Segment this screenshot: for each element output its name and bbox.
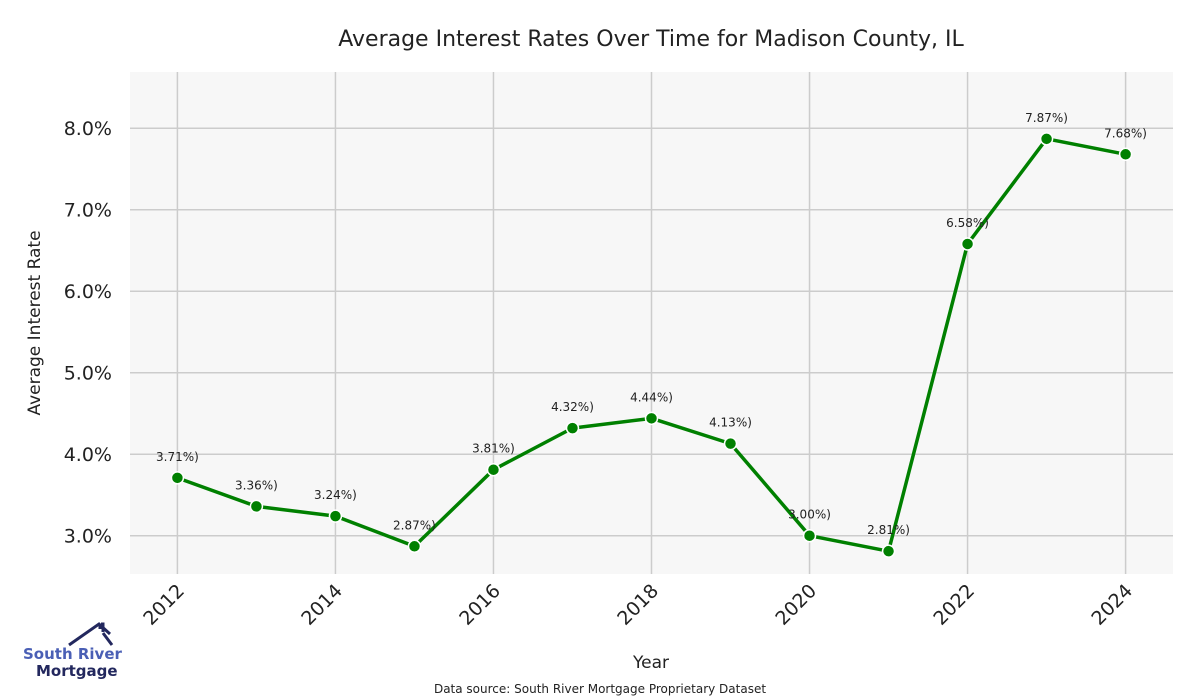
data-label: 6.58%) bbox=[946, 216, 989, 230]
data-label: 3.71%) bbox=[156, 450, 199, 464]
data-point bbox=[881, 544, 896, 558]
x-tick-label: 2016 bbox=[455, 580, 505, 630]
data-point bbox=[565, 421, 580, 435]
data-label: 4.13%) bbox=[709, 416, 752, 430]
house-icon bbox=[68, 622, 114, 647]
data-label: 7.87%) bbox=[1025, 111, 1068, 125]
data-label: 3.81%) bbox=[472, 442, 515, 456]
data-point bbox=[960, 237, 975, 251]
data-label: 7.68%) bbox=[1104, 126, 1147, 140]
data-point bbox=[249, 499, 264, 514]
data-label: 3.36%) bbox=[235, 478, 278, 492]
x-tick-label: 2020 bbox=[771, 580, 821, 630]
x-tick-label: 2018 bbox=[613, 580, 663, 630]
y-tick-label: 8.0% bbox=[64, 118, 112, 140]
data-point bbox=[802, 528, 817, 543]
x-tick-label: 2024 bbox=[1087, 580, 1137, 630]
chart-title: Average Interest Rates Over Time for Mad… bbox=[338, 27, 964, 52]
x-tick-label: 2014 bbox=[297, 580, 347, 630]
data-source: Data source: South River Mortgage Propri… bbox=[434, 682, 766, 696]
data-label: 2.81%) bbox=[867, 523, 910, 537]
logo-line2: Mortgage bbox=[36, 662, 118, 680]
y-axis-label: Average Interest Rate bbox=[25, 230, 45, 415]
y-tick-label: 3.0% bbox=[64, 526, 112, 548]
y-tick-label: 4.0% bbox=[64, 444, 112, 466]
data-label: 4.44%) bbox=[630, 390, 673, 404]
data-point bbox=[1039, 132, 1054, 146]
y-tick-label: 7.0% bbox=[64, 200, 112, 222]
x-tick-label: 2022 bbox=[929, 580, 979, 630]
company-logo: South River Mortgage bbox=[23, 622, 123, 680]
data-label: 4.32%) bbox=[551, 400, 594, 414]
y-tick-label: 6.0% bbox=[64, 281, 112, 303]
data-label: 3.00%) bbox=[788, 508, 831, 522]
data-point bbox=[644, 411, 659, 426]
y-tick-label: 5.0% bbox=[64, 363, 112, 385]
logo-line1: South River bbox=[23, 645, 123, 663]
x-axis-label: Year bbox=[632, 653, 669, 673]
data-label: 2.87%) bbox=[393, 518, 436, 532]
data-point bbox=[328, 509, 343, 523]
data-label: 3.24%) bbox=[314, 488, 357, 502]
data-point bbox=[486, 462, 501, 477]
data-point bbox=[407, 539, 422, 554]
data-point bbox=[723, 436, 738, 451]
data-point bbox=[170, 471, 185, 485]
data-point bbox=[1118, 147, 1133, 162]
x-tick-label: 2012 bbox=[139, 580, 189, 630]
